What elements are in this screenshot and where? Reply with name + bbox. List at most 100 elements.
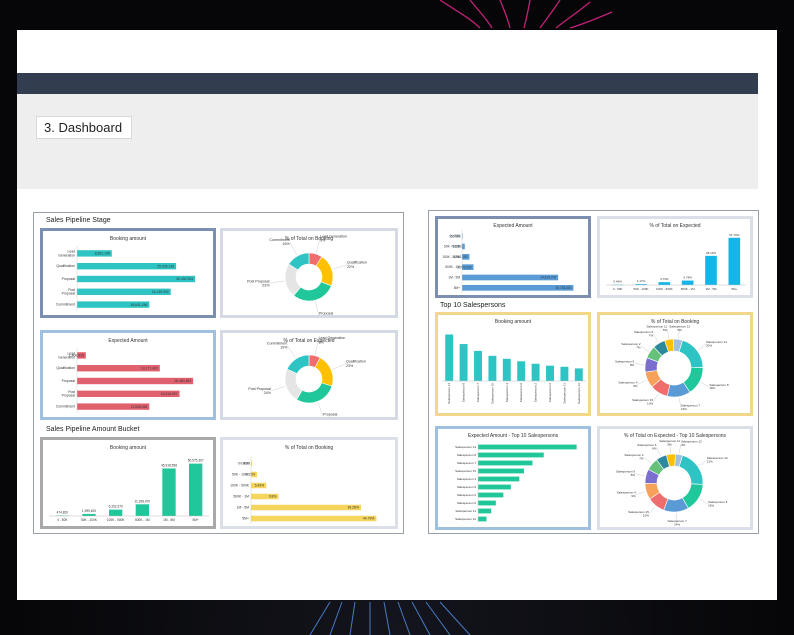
tick-label: 100K - 500K — [230, 484, 250, 488]
data-label: 25,535,136 — [157, 264, 174, 268]
bar — [462, 284, 574, 291]
tick-label: 50K - 100K — [81, 518, 98, 522]
data-label: 0.46% — [613, 280, 622, 284]
leader-line — [698, 459, 707, 466]
tick-label: 50K - 100K — [444, 245, 461, 249]
data-label: 5.78% — [683, 276, 692, 280]
slide-header-bar — [17, 73, 758, 94]
chart-panel: Expected Amount Lead Generation 1,408,615 Q… — [40, 330, 216, 420]
slice-label: Salesperson 7 — [681, 403, 701, 407]
data-label: 30,432,904 — [176, 277, 193, 281]
slice-pct: 4% — [681, 443, 686, 447]
bar — [77, 365, 160, 372]
chart-title: Booking amount — [109, 236, 147, 242]
slice-pct: 8% — [631, 473, 636, 477]
slice-label: Lead Generation — [320, 235, 347, 239]
bar — [478, 460, 533, 466]
data-label: 50,575,307 — [188, 459, 204, 463]
bar — [531, 363, 540, 381]
tick-label: Salesperson 12 — [455, 517, 476, 521]
bar — [517, 361, 526, 381]
bar — [189, 463, 203, 516]
data-label: 16,316,997 — [161, 392, 178, 396]
data-label: 6,152,370 — [109, 505, 123, 509]
leader-line — [634, 363, 645, 365]
leader-line — [289, 241, 298, 256]
data-label: 61.76% — [729, 233, 740, 237]
data-label: 18,641,256 — [130, 303, 147, 307]
data-label: 0.41% — [241, 462, 251, 466]
tick-label: 1M - 5M — [448, 276, 460, 280]
data-label: 11,298,470 — [134, 499, 150, 503]
bar — [478, 500, 496, 506]
tick-label: 5M+ — [731, 287, 737, 291]
section-title: Top 10 Salespersons — [440, 302, 506, 309]
bar — [251, 515, 377, 522]
bar — [478, 476, 520, 482]
tick-label: Proposal — [62, 379, 76, 383]
slice-label: Salesperson 15 — [628, 510, 649, 514]
tick-label: Salesperson 14 — [455, 445, 476, 449]
bar — [77, 352, 86, 359]
chart-panel: Booking amount 474,820 0 - 50K 1,999,620 50… — [40, 437, 216, 529]
tick-label: Salesperson 4 — [505, 383, 509, 403]
tick-label: 0 - 50K — [238, 462, 250, 466]
tick-label: Salesperson 4 — [457, 477, 477, 481]
slice-label: Salesperson 7 — [667, 519, 687, 523]
bar — [658, 282, 671, 285]
pie-slice — [673, 338, 683, 353]
leader-line — [678, 397, 681, 408]
slice-label: Salesperson 6 — [634, 330, 654, 334]
data-label: 8,961,145 — [95, 252, 110, 256]
bar — [77, 377, 194, 385]
chart-panel: Booking amount Lead Generation 8,961,145 Qu… — [40, 228, 216, 318]
slice-pct: 8% — [319, 340, 325, 344]
tick-label: 0 - 50K — [57, 518, 68, 522]
slice-label: Salesperson 12 — [669, 324, 690, 328]
slice-label: Salesperson 11 — [659, 439, 680, 443]
dashboard-sheet-right: Top 10 Salespersons Expected Amount 0 - … — [428, 210, 759, 534]
leader-line — [635, 473, 645, 477]
data-label: 2,976,630 — [457, 265, 471, 269]
slice-label: Post Proposal — [248, 387, 271, 391]
data-label: 2.15% — [245, 473, 255, 477]
tick-label: 5M+ — [242, 517, 249, 521]
slice-label: Salesperson 11 — [647, 325, 668, 329]
tick-label: 1M - 5M — [163, 518, 175, 522]
slice-pct: 16% — [283, 242, 291, 246]
chart-panel: Expected Amount 0 - 50K 155,183 50K - 100K… — [435, 216, 591, 298]
bar — [77, 288, 171, 295]
slice-label: Qualification — [347, 261, 367, 265]
tick-label: Generation — [58, 253, 75, 257]
bar — [251, 493, 279, 500]
slice-pct: 6% — [652, 447, 657, 451]
slice-label: Salesperson 12 — [681, 440, 702, 444]
tick-label: 50K - 100K — [633, 287, 648, 291]
slice-pct: 19% — [280, 346, 288, 350]
chart-panel: % of Total on Expected Lead Generation 8%… — [220, 330, 398, 420]
bar — [478, 492, 504, 498]
leader-line — [332, 264, 348, 270]
data-label: 474,820 — [57, 511, 69, 515]
slice-pct: 7% — [636, 345, 641, 349]
chart-title: % of Total on Expected — [649, 223, 701, 229]
slice-pct: 8% — [630, 363, 635, 367]
data-label: 39.28% — [347, 506, 359, 510]
pie-slice — [678, 339, 704, 369]
slice-label: Salesperson 8 — [709, 383, 729, 387]
bar — [109, 509, 123, 516]
tick-label: Salesperson 7 — [476, 383, 480, 403]
bar — [478, 444, 577, 450]
chart-title: % of Total on Booking — [284, 236, 334, 242]
slice-pct: 5% — [668, 443, 673, 447]
tick-label: Qualification — [56, 264, 75, 268]
tick-label: Salesperson 7 — [457, 461, 477, 465]
leader-line — [270, 386, 286, 392]
slice-pct: 7% — [649, 333, 654, 337]
leader-line — [678, 328, 680, 339]
slice-label: Salesperson 9 — [615, 360, 635, 364]
bar — [462, 264, 474, 271]
slice-label: Salesperson 6 — [637, 443, 657, 447]
